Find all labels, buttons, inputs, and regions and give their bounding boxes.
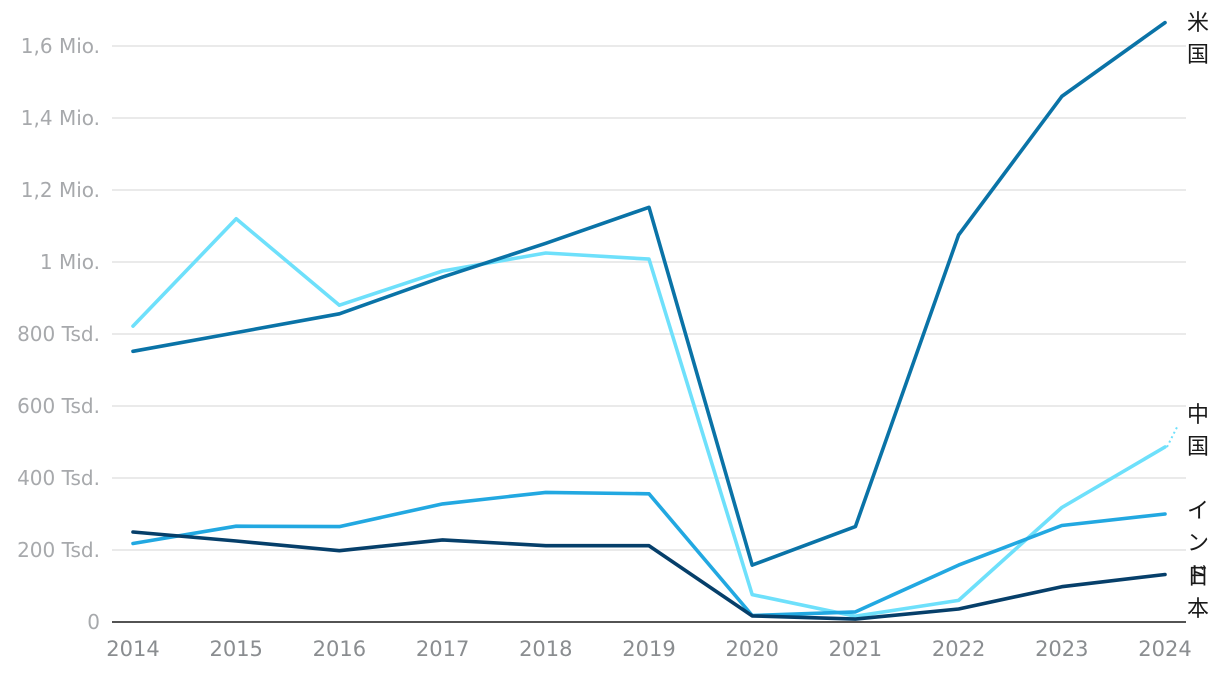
y-tick-label: 1,4 Mio. <box>21 106 100 130</box>
series-line <box>131 20 1167 567</box>
y-tick-label: 200 Tsd. <box>17 538 100 562</box>
x-tick-label: 2019 <box>622 637 675 661</box>
series-leader <box>1166 426 1178 448</box>
series-line <box>131 490 1167 618</box>
series-lines <box>131 20 1167 621</box>
y-axis-tick-labels: 0 200 Tsd. 400 Tsd. 600 Tsd. 800 Tsd. 1 Mio. 1… <box>17 34 100 634</box>
x-tick-label: 2021 <box>829 637 882 661</box>
x-tick-label: 2014 <box>106 637 159 661</box>
x-tick-label: 2023 <box>1035 637 1088 661</box>
x-axis-tick-labels: 2014 2015 2016 2017 2018 2019 2020 2021 2022 2023… <box>106 637 1191 661</box>
series-label-char: 本 <box>1187 597 1209 622</box>
series-label-char: 国 <box>1187 435 1209 460</box>
series-line <box>131 530 1167 621</box>
series-label: 米国 <box>1187 11 1209 68</box>
series-label: 日本 <box>1187 565 1209 622</box>
series-label-char: 中 <box>1187 403 1209 428</box>
y-tick-label: 600 Tsd. <box>17 394 100 418</box>
x-tick-label: 2022 <box>932 637 985 661</box>
x-tick-label: 2020 <box>725 637 778 661</box>
series-label-char: 日 <box>1187 565 1209 590</box>
series-label-char: 米 <box>1187 11 1209 36</box>
x-tick-label: 2017 <box>416 637 469 661</box>
gridlines <box>112 45 1186 623</box>
series-line <box>131 217 1167 618</box>
y-tick-label: 1,6 Mio. <box>21 34 100 58</box>
series-label: インド <box>1187 499 1209 588</box>
series-label-char: ド <box>1187 563 1209 588</box>
x-tick-label: 2018 <box>519 637 572 661</box>
series-label-char: ン <box>1187 531 1209 556</box>
y-tick-label: 1 Mio. <box>40 250 100 274</box>
x-tick-label: 2016 <box>313 637 366 661</box>
x-tick-label: 2024 <box>1138 637 1191 661</box>
y-tick-label: 400 Tsd. <box>17 466 100 490</box>
series-label: 中国 <box>1166 403 1209 460</box>
y-tick-label: 0 <box>87 610 100 634</box>
y-tick-label: 1,2 Mio. <box>21 178 100 202</box>
series-label-char: 国 <box>1187 43 1209 68</box>
y-tick-label: 800 Tsd. <box>17 322 100 346</box>
series-label-char: イ <box>1187 499 1209 524</box>
x-tick-label: 2015 <box>209 637 262 661</box>
